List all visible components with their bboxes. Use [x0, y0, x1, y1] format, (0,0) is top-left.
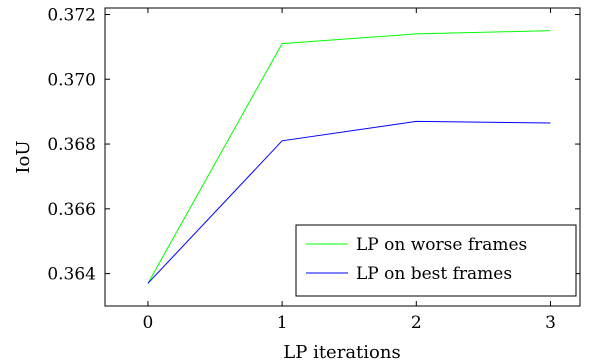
x-tick-label-1: 1	[277, 313, 288, 333]
legend: LP on worse frames LP on best frames	[295, 224, 577, 297]
plot-frame	[104, 7, 581, 307]
y-axis-label: IoU	[13, 140, 34, 173]
series-lines	[147, 30, 551, 284]
x-tick-label-2: 2	[411, 313, 422, 333]
series-line-0	[147, 30, 551, 284]
legend-label-best-frames: LP on best frames	[356, 264, 512, 284]
x-tick-label-3: 3	[545, 313, 556, 333]
y-tick-label-1: 0.366	[47, 200, 96, 220]
y-tick-label-0: 0.364	[47, 265, 96, 285]
legend-box	[295, 224, 577, 297]
y-tick-label-3: 0.370	[47, 70, 96, 90]
y-tick-label-4: 0.372	[47, 5, 96, 25]
x-tick-label-0: 0	[143, 313, 154, 333]
x-axis-label: LP iterations	[283, 342, 400, 363]
y-tick-label-2: 0.368	[47, 135, 96, 155]
series-line-1	[147, 120, 551, 284]
axis-ticks: 0 1 2 3 0.364 0.366 0.368 0.370 0.372	[47, 5, 580, 333]
legend-label-worse-frames: LP on worse frames	[356, 235, 527, 255]
